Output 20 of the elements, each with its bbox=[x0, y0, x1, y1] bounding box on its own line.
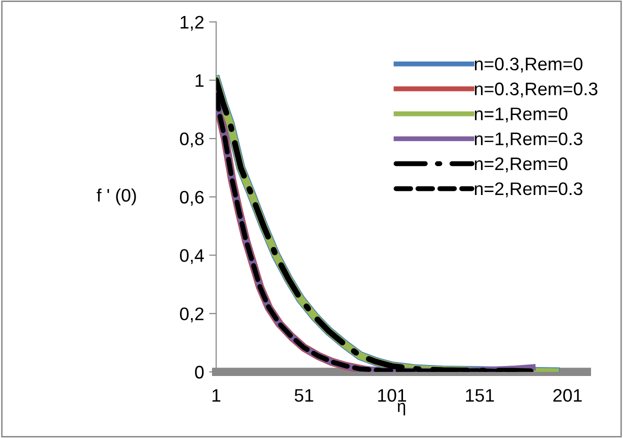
y-tick-label: 0,2 bbox=[180, 307, 204, 322]
legend-label: n=0.3,Rem=0.3 bbox=[474, 82, 598, 98]
x-tick-label: 51 bbox=[294, 389, 314, 402]
legend-label: n=2,Rem=0.3 bbox=[474, 182, 582, 198]
y-tick-label: 1 bbox=[196, 74, 204, 87]
y-tick-label: 0,4 bbox=[180, 249, 204, 264]
legend-label: n=0.3,Rem=0 bbox=[474, 58, 582, 73]
y-axis-title: f ' (0) bbox=[96, 188, 136, 206]
x-tick-label: 101 bbox=[378, 389, 406, 402]
x-tick-label: 201 bbox=[553, 389, 582, 402]
y-tick-label: 0 bbox=[195, 366, 204, 379]
y-tick-label: 1,2 bbox=[180, 16, 204, 31]
y-tick-label: 0,8 bbox=[180, 132, 204, 148]
x-tick-label: 1 bbox=[212, 389, 220, 402]
legend-label: n=2,Rem=0 bbox=[474, 157, 568, 172]
x-axis-title: η bbox=[398, 402, 406, 416]
x-tick-label: 151 bbox=[466, 389, 494, 402]
legend-label: n=1,Rem=0 bbox=[474, 108, 568, 122]
legend-label: n=1,Rem=0.3 bbox=[474, 132, 582, 148]
y-tick-label: 0,6 bbox=[180, 190, 204, 206]
